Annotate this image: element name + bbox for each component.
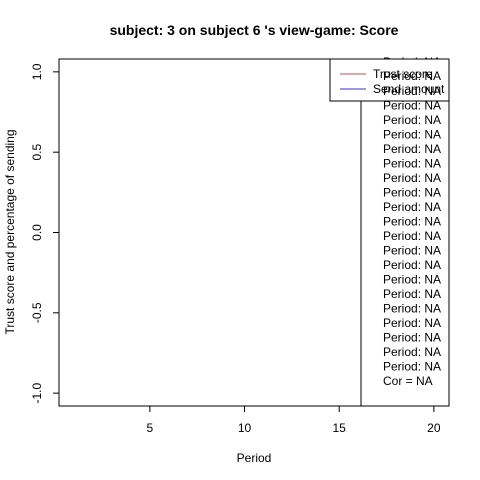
period-label: Period: NA — [383, 316, 441, 330]
period-label: Period: NA — [383, 273, 441, 287]
period-label: Period: NA — [383, 302, 441, 316]
period-label: Period: NA — [383, 287, 441, 301]
period-label: Period: NA — [383, 215, 441, 229]
period-label: Period: NA — [383, 331, 441, 345]
x-axis-label: Period — [237, 451, 272, 465]
x-tick-label: 10 — [238, 421, 252, 435]
period-label: Period: NA — [383, 142, 441, 156]
period-label-overlap: Period: NA — [383, 84, 441, 98]
y-tick-label: 1.0 — [30, 63, 44, 80]
period-label: Period: NA — [383, 186, 441, 200]
y-tick-label: -0.5 — [30, 302, 44, 323]
period-label-overlap: Period: NA — [383, 69, 441, 83]
period-label: Period: NA — [383, 171, 441, 185]
x-tick-label: 20 — [427, 421, 441, 435]
period-label: Period: NA — [383, 113, 441, 127]
period-label: Period: NA — [383, 244, 441, 258]
correlation-label: Cor = NA — [383, 374, 433, 388]
period-label: Period: NA — [383, 360, 441, 374]
y-tick-label: 0.5 — [30, 144, 44, 161]
chart-title: subject: 3 on subject 6 's view-game: Sc… — [110, 22, 399, 38]
period-label: Period: NA — [383, 200, 441, 214]
period-label: Period: NA — [383, 258, 441, 272]
period-label: Period: NA — [383, 345, 441, 359]
y-tick-label: 0.0 — [30, 224, 44, 241]
period-label: Period: NA — [383, 128, 441, 142]
x-tick-label: 5 — [147, 421, 154, 435]
x-axis: 5 10 15 20 — [147, 406, 441, 435]
period-label: Period: NA — [383, 157, 441, 171]
y-tick-label: -1.0 — [30, 382, 44, 403]
period-label: Period: NA — [383, 229, 441, 243]
y-axis: -1.0 -0.5 0.0 0.5 1.0 — [30, 63, 59, 403]
x-tick-label: 15 — [333, 421, 347, 435]
y-axis-label: Trust score and percentage of sending — [3, 129, 17, 334]
